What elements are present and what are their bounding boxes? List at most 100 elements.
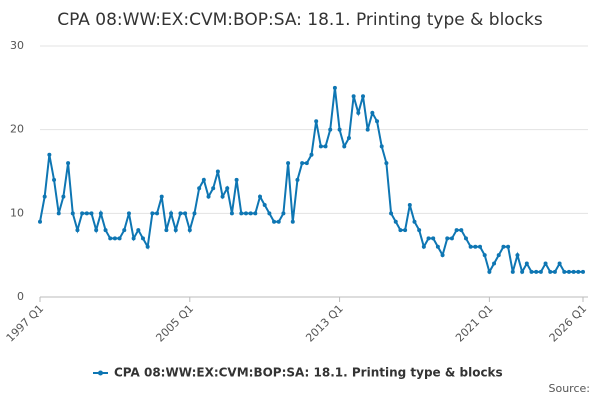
series-line xyxy=(39,87,583,275)
data-point xyxy=(136,228,141,233)
data-point xyxy=(384,161,389,166)
legend-marker-dot xyxy=(98,370,103,376)
legend-label: CPA 08:WW:EX:CVM:BOP:SA: 18.1. Printing … xyxy=(114,366,503,380)
data-point xyxy=(356,110,361,115)
data-point xyxy=(178,211,183,216)
data-point xyxy=(492,261,497,266)
data-point xyxy=(56,211,61,216)
y-tick-label: 30 xyxy=(10,39,24,52)
data-point xyxy=(379,144,384,149)
data-point xyxy=(42,194,47,199)
chart-title: CPA 08:WW:EX:CVM:BOP:SA: 18.1. Printing … xyxy=(57,10,543,30)
data-point xyxy=(98,211,103,216)
data-point xyxy=(403,228,408,233)
data-point xyxy=(103,228,108,233)
data-point xyxy=(61,194,66,199)
data-point xyxy=(262,202,267,207)
x-tick-label: 2021 Q1 xyxy=(453,302,496,345)
data-point xyxy=(346,136,351,141)
data-point xyxy=(449,236,454,241)
data-point xyxy=(140,236,145,241)
data-point xyxy=(84,211,89,216)
data-point xyxy=(435,244,440,249)
data-point xyxy=(407,202,412,207)
data-point xyxy=(108,236,113,241)
data-point xyxy=(421,244,426,249)
data-point xyxy=(501,244,506,249)
data-point xyxy=(304,161,309,166)
y-tick-label: 10 xyxy=(10,206,24,219)
data-point xyxy=(314,119,319,124)
data-point xyxy=(253,211,258,216)
data-point xyxy=(566,269,571,274)
data-point xyxy=(323,144,328,149)
data-point xyxy=(164,228,169,233)
data-point xyxy=(543,261,548,266)
data-point xyxy=(571,269,576,274)
data-point xyxy=(112,236,117,241)
data-point xyxy=(389,211,394,216)
data-point xyxy=(239,211,244,216)
data-point xyxy=(150,211,155,216)
data-point xyxy=(463,236,468,241)
data-point xyxy=(272,219,277,224)
data-point xyxy=(155,211,160,216)
data-point xyxy=(225,186,230,191)
data-point xyxy=(445,236,450,241)
data-point xyxy=(211,186,216,191)
data-point xyxy=(440,253,445,258)
x-tick-label: 2026 Q1 xyxy=(547,302,590,345)
data-point xyxy=(258,194,263,199)
data-point xyxy=(534,269,539,274)
data-point xyxy=(454,228,459,233)
data-point xyxy=(169,211,174,216)
data-point xyxy=(318,144,323,149)
data-point xyxy=(393,219,398,224)
data-point xyxy=(417,228,422,233)
data-point xyxy=(117,236,122,241)
data-point xyxy=(562,269,567,274)
data-point xyxy=(206,194,211,199)
data-point xyxy=(398,228,403,233)
x-tick-label: 1997 Q1 xyxy=(4,302,47,345)
data-point xyxy=(243,211,248,216)
source: Source: xyxy=(549,382,591,395)
data-point xyxy=(482,253,487,258)
data-point xyxy=(337,127,342,132)
y-tick-label: 0 xyxy=(17,290,24,303)
y-tick-label: 20 xyxy=(10,123,24,136)
data-point xyxy=(529,269,534,274)
data-point xyxy=(412,219,417,224)
data-point xyxy=(38,219,42,224)
x-tick-label: 2005 Q1 xyxy=(153,302,196,345)
data-point xyxy=(122,228,127,233)
data-point xyxy=(89,211,94,216)
data-point xyxy=(473,244,478,249)
data-point xyxy=(506,244,511,249)
data-point xyxy=(276,219,281,224)
data-point xyxy=(496,253,501,258)
data-point xyxy=(159,194,164,199)
data-point xyxy=(47,152,52,157)
data-point xyxy=(183,211,188,216)
data-point xyxy=(290,219,295,224)
data-point xyxy=(459,228,464,233)
data-point xyxy=(557,261,562,266)
data-point xyxy=(478,244,483,249)
data-point xyxy=(281,211,286,216)
data-point xyxy=(515,253,520,258)
data-point xyxy=(552,269,557,274)
data-point xyxy=(351,94,356,99)
data-point xyxy=(173,228,178,233)
data-point xyxy=(197,186,202,191)
data-point xyxy=(426,236,431,241)
data-point xyxy=(520,269,525,274)
data-point xyxy=(332,85,337,90)
data-point xyxy=(220,194,225,199)
x-tick-label: 2013 Q1 xyxy=(303,302,346,345)
data-point xyxy=(94,228,99,233)
data-point xyxy=(80,211,85,216)
data-point xyxy=(295,177,300,182)
data-point xyxy=(234,177,239,182)
